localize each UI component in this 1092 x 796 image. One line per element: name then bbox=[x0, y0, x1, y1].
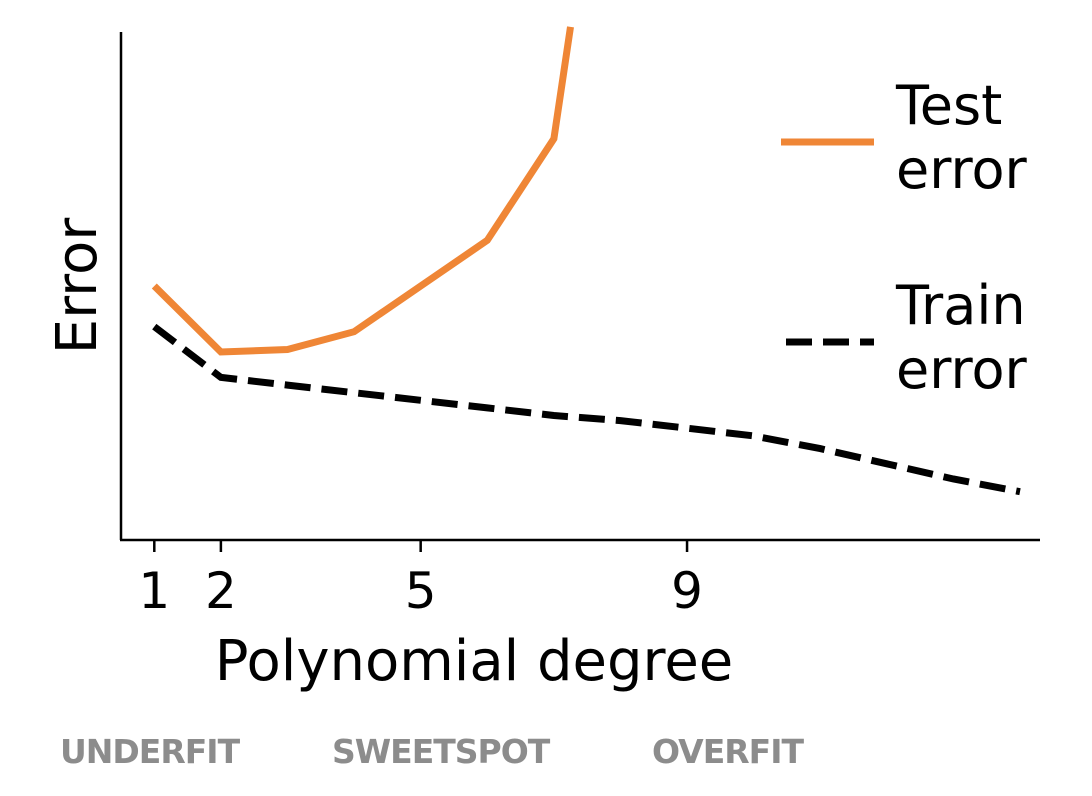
x-axis-label: Polynomial degree bbox=[215, 629, 734, 694]
x-tick-label: 5 bbox=[405, 562, 437, 620]
x-tick-label: 9 bbox=[671, 562, 703, 620]
series-line-test-error bbox=[151, 26, 574, 356]
legend-train-label-line2: error bbox=[896, 338, 1028, 401]
legend: Test error Train error bbox=[781, 74, 1028, 401]
plot-area bbox=[151, 26, 1021, 496]
legend-test-label-line1: Test bbox=[895, 74, 1002, 137]
legend-train-label-line1: Train bbox=[895, 274, 1026, 337]
underfit-label: UNDERFIT bbox=[60, 732, 240, 771]
series-line-train-error bbox=[152, 323, 1021, 496]
legend-test-label-line2: error bbox=[896, 138, 1028, 201]
sweetspot-label: SWEETSPOT bbox=[332, 732, 550, 771]
overfit-label: OVERFIT bbox=[652, 732, 804, 771]
y-axis-label: Error bbox=[45, 217, 110, 354]
x-tick-label: 2 bbox=[205, 562, 237, 620]
x-tick-label: 1 bbox=[138, 562, 170, 620]
